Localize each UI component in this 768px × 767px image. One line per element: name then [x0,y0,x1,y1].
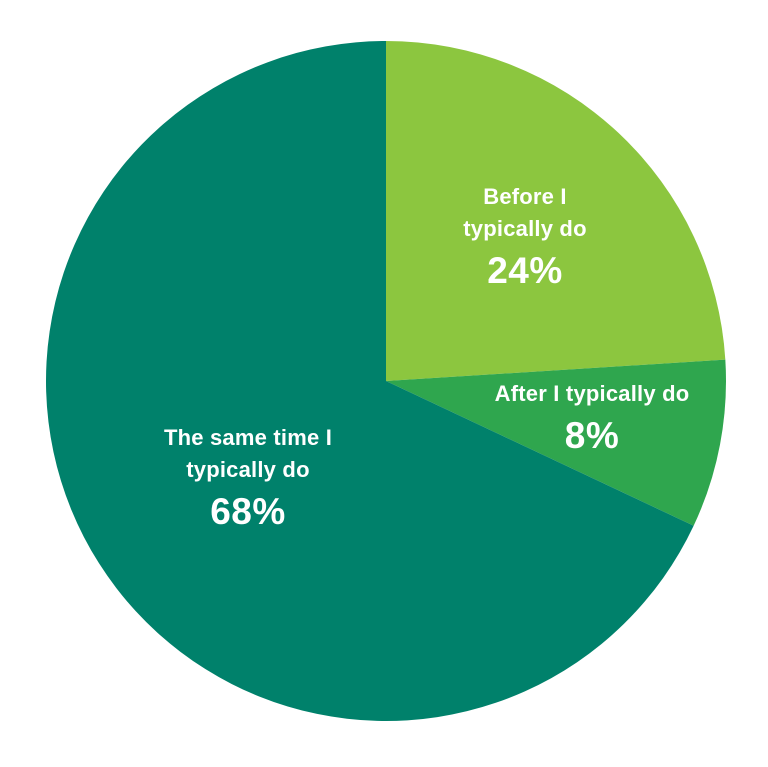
pie-slice-2 [386,359,727,526]
pie-slice-1 [386,41,726,381]
pie-slice-3 [45,40,694,721]
